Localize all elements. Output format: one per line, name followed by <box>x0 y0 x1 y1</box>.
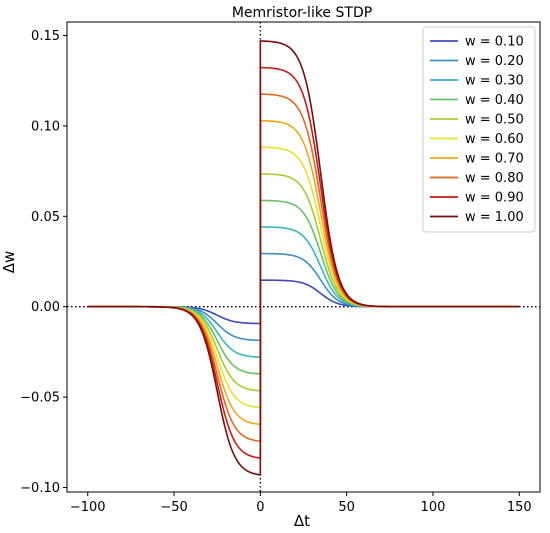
legend-label: w = 0.80 <box>465 171 524 186</box>
legend-label: w = 0.70 <box>465 152 524 167</box>
legend: w = 0.10 w = 0.20 w = 0.30 w = 0.40 w = 0.50… <box>422 26 536 233</box>
y-tick-label: 0.05 <box>31 210 60 225</box>
legend-label: w = 0.60 <box>465 132 524 147</box>
y-tick-label: −0.10 <box>20 481 60 496</box>
legend-label: w = 0.50 <box>465 113 524 128</box>
y-axis-label: Δw <box>0 251 18 274</box>
series-layer <box>87 40 520 476</box>
x-tick-label: −50 <box>160 500 187 515</box>
series-line-w-0.10 <box>87 279 520 325</box>
x-tick-label: 0 <box>256 500 264 515</box>
reference-lines <box>67 22 540 492</box>
x-axis-label: Δt <box>294 512 310 530</box>
legend-label: w = 0.20 <box>465 54 524 69</box>
series-line-w-0.20 <box>87 252 520 342</box>
y-tick-label: 0.15 <box>31 29 60 44</box>
x-tick-label: 150 <box>507 500 532 515</box>
y-tick-label: 0.10 <box>31 119 60 134</box>
x-tick-label: 100 <box>421 500 446 515</box>
x-tick-label: 50 <box>338 500 355 515</box>
legend-label: w = 0.30 <box>465 74 524 89</box>
legend-label: w = 1.00 <box>465 210 524 225</box>
x-tick-label: −100 <box>70 500 106 515</box>
legend-label: w = 0.10 <box>465 35 524 50</box>
series-line-w-1.00 <box>87 40 520 476</box>
y-tick-label: −0.05 <box>20 391 60 406</box>
axis-ticks: −100 −50 0 50 100 150 −0.10 −0.05 0.00 0.05 0.10 0.… <box>20 29 532 515</box>
legend-label: w = 0.40 <box>465 93 524 108</box>
chart-title: Memristor-like STDP <box>232 5 372 21</box>
legend-label: w = 0.90 <box>465 191 524 206</box>
series-line-w-0.30 <box>87 226 520 358</box>
plot-frame <box>66 21 541 493</box>
legend-box <box>422 26 536 233</box>
y-tick-label: 0.00 <box>31 300 60 315</box>
